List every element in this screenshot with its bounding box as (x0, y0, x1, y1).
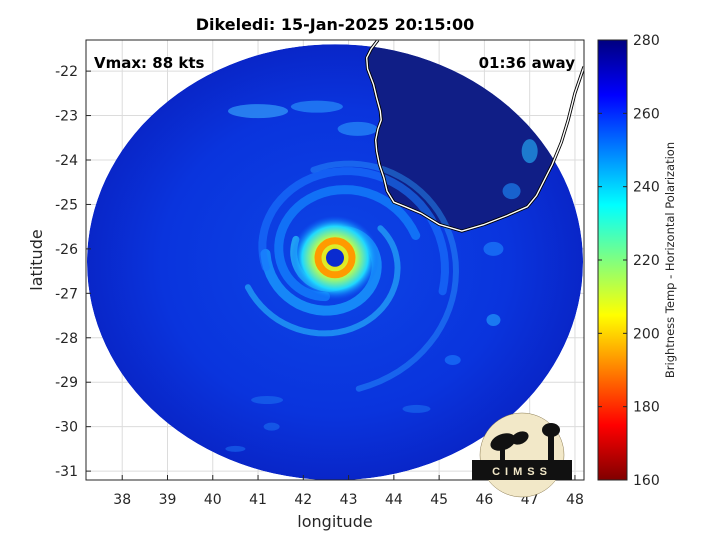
logo-text: CIMSS (492, 466, 552, 478)
rain-band (310, 160, 460, 392)
colorbar-tick-label: 280 (633, 33, 660, 49)
x-tick-label: 42 (294, 492, 312, 508)
y-tick-label: -24 (55, 153, 78, 169)
storm-eye (326, 248, 344, 267)
convective-cell (290, 100, 343, 113)
y-tick-labels: -22 -23 -24 -25 -26 -27 -28 -29 -30 -31 (55, 64, 78, 480)
y-tick-label: -25 (55, 197, 78, 213)
y-tick-label: -31 (55, 464, 78, 480)
plot-frame (85, 39, 585, 481)
colorbar-tick-label: 160 (633, 473, 660, 489)
logo-banner (472, 460, 572, 480)
y-axis-label: latitude (27, 229, 46, 290)
colorbar-tick-label: 260 (633, 106, 660, 122)
convective-cell (483, 241, 504, 256)
chart-title: Dikeledi: 15-Jan-2025 20:15:00 (196, 15, 474, 34)
x-tick-label: 41 (249, 492, 267, 508)
convective-cell (251, 396, 284, 404)
storm-eyewall (314, 237, 356, 279)
x-tick-label: 46 (475, 492, 493, 508)
rain-band (274, 185, 421, 302)
rain-band (258, 167, 450, 296)
y-tick-label: -23 (55, 109, 78, 125)
colorbar-tick-label: 200 (633, 326, 660, 342)
rain-bands (225, 100, 538, 452)
satellite-dish-icon (490, 431, 529, 462)
cimss-logo: CIMSS (472, 412, 572, 498)
convective-cell (225, 445, 246, 452)
x-tick-label: 38 (113, 492, 131, 508)
y-tick-label: -26 (55, 242, 78, 258)
y-tick-label: -27 (55, 286, 78, 302)
colorbar-label: Brightness Temp - Horizontal Polarizatio… (663, 142, 677, 378)
convective-cell (444, 355, 461, 365)
convective-cell (228, 104, 289, 119)
rain-band (244, 225, 401, 337)
x-axis-label: longitude (297, 512, 372, 531)
vmax-annotation: Vmax: 88 kts (94, 54, 204, 72)
y-tick-label: -22 (55, 64, 78, 80)
x-tick-labels: 38 39 40 41 42 43 44 45 46 47 48 (113, 492, 584, 508)
colorbar-tick-label: 240 (633, 180, 660, 196)
colorbar (597, 39, 628, 481)
convective-cell (521, 139, 538, 164)
y-tick-label: -28 (55, 331, 78, 347)
convective-cell (337, 121, 378, 136)
x-tick-label: 39 (159, 492, 177, 508)
water-tower-icon (542, 423, 560, 460)
x-tick-label: 45 (430, 492, 448, 508)
x-tick-label: 40 (204, 492, 222, 508)
colorbar-ticks: 280 260 240 220 200 180 160 (598, 33, 660, 489)
coastline-highlight (366, 40, 584, 232)
convective-cell (402, 404, 431, 413)
convective-cell (486, 314, 501, 326)
colorbar-tick-label: 180 (633, 400, 660, 416)
y-tick-label: -29 (55, 375, 78, 391)
colorbar-tick-label: 220 (633, 253, 660, 269)
time-away-annotation: 01:36 away (479, 54, 576, 72)
x-tick-label: 43 (340, 492, 358, 508)
y-tick-label: -30 (55, 420, 78, 436)
convective-cell (263, 422, 280, 431)
x-tick-label: 48 (566, 492, 584, 508)
convective-cell (502, 183, 521, 200)
x-tick-label: 44 (385, 492, 403, 508)
